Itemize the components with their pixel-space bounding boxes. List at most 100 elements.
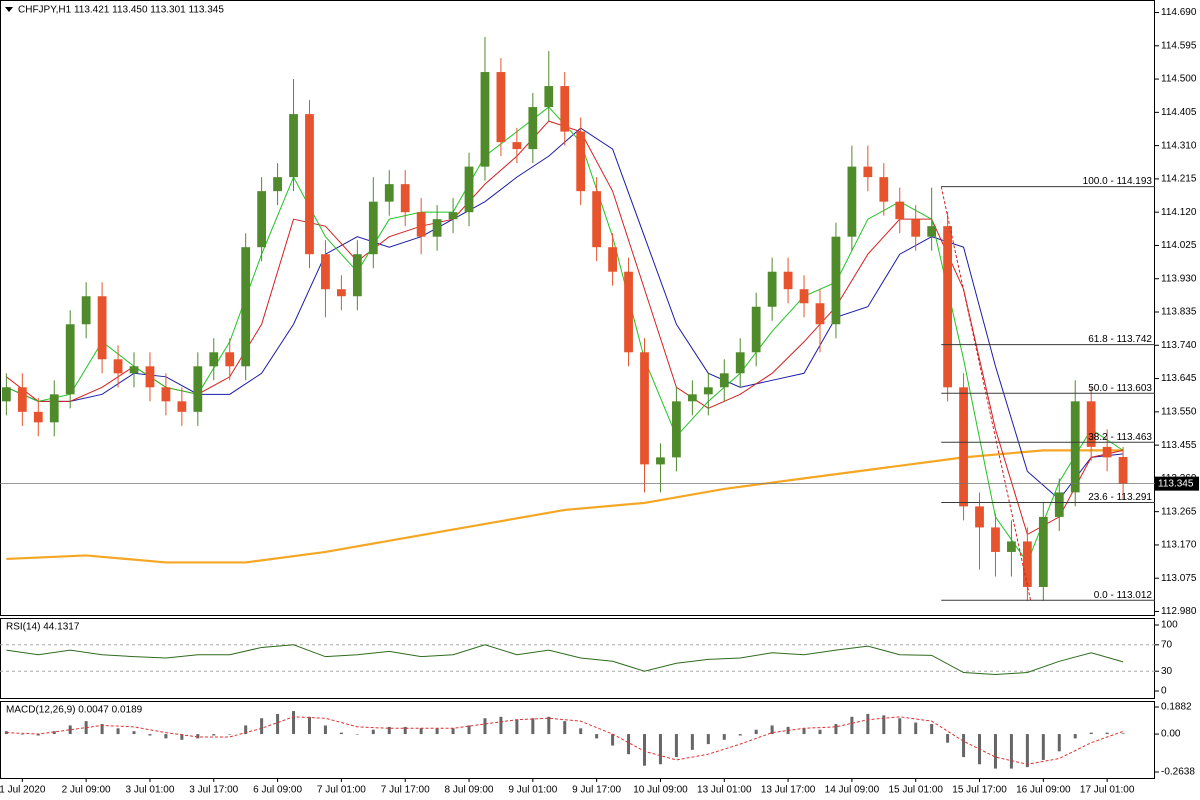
macd-bar xyxy=(371,729,375,735)
fib-label: 38.2 - 113.463 xyxy=(1088,432,1152,443)
candle-body xyxy=(991,527,1000,552)
candle-body xyxy=(1038,516,1048,587)
macd-bar xyxy=(196,734,200,739)
y-tick-label: 113.550 xyxy=(1161,406,1197,417)
candle-body xyxy=(719,373,729,388)
y-tick-label: 114.025 xyxy=(1161,240,1197,251)
price-panel xyxy=(0,0,1155,616)
candle-body xyxy=(512,142,522,150)
y-tick-label: 114.405 xyxy=(1161,107,1197,118)
candle-body xyxy=(81,296,91,325)
macd-bar xyxy=(467,725,471,735)
macd-bar xyxy=(595,734,599,739)
candle-body xyxy=(1054,492,1064,517)
fib-label: 23.6 - 113.291 xyxy=(1088,492,1152,503)
macd-bar xyxy=(547,716,551,735)
candle-body xyxy=(751,306,761,353)
y-tick-label: 70 xyxy=(1161,639,1173,650)
macd-bar xyxy=(36,734,40,736)
candle-body xyxy=(241,247,251,367)
price-tag-label: 113.345 xyxy=(1158,478,1194,489)
macd-bar xyxy=(515,719,519,735)
symbol-title: CHFJPY,H1 113.421 113.450 113.301 113.34… xyxy=(18,5,224,16)
candle-body xyxy=(177,401,187,412)
candle-body xyxy=(703,387,713,395)
x-tick-label: 2 Jul 09:00 xyxy=(62,785,111,796)
candle-body xyxy=(273,177,282,192)
rsi-title: RSI(14) 44.1317 xyxy=(6,622,80,633)
macd-bar xyxy=(738,734,742,736)
y-tick-label: 113.930 xyxy=(1161,273,1197,284)
macd-bar xyxy=(499,716,503,735)
candle-body xyxy=(337,289,346,297)
candle-body xyxy=(33,411,43,423)
candle-body xyxy=(831,236,841,325)
candle-body xyxy=(863,166,873,178)
x-tick-label: 15 Jul 01:00 xyxy=(888,785,943,796)
macd-panel xyxy=(0,701,1155,779)
macd-bar xyxy=(132,731,136,735)
candle-body xyxy=(592,191,602,248)
macd-bar xyxy=(706,734,710,745)
macd-bar xyxy=(276,713,280,735)
candle-body xyxy=(783,271,793,290)
x-tick-label: 13 Jul 01:00 xyxy=(697,785,752,796)
y-tick-label: 100 xyxy=(1161,620,1178,631)
x-tick-label: 6 Jul 09:00 xyxy=(253,785,302,796)
candle-body xyxy=(1022,541,1032,587)
macd-bar xyxy=(260,718,264,735)
macd-bar xyxy=(1057,734,1061,752)
x-tick-label: 13 Jul 17:00 xyxy=(761,785,816,796)
macd-bar xyxy=(403,726,407,735)
macd-bar xyxy=(627,734,631,755)
macd-bar xyxy=(1073,734,1077,739)
candle-body xyxy=(496,72,506,143)
macd-bar xyxy=(451,728,455,735)
candle-body xyxy=(97,296,107,360)
y-tick-label: 30 xyxy=(1161,666,1173,677)
y-tick-label: 113.455 xyxy=(1161,440,1197,451)
macd-bar xyxy=(818,729,822,735)
menu-arrow[interactable] xyxy=(5,7,13,12)
x-tick-label: 7 Jul 17:00 xyxy=(381,785,430,796)
candle-body xyxy=(448,212,458,220)
candle-body xyxy=(368,201,378,255)
candle-body xyxy=(815,303,825,325)
y-tick-label: 0.1882 xyxy=(1161,702,1192,713)
fib-label: 50.0 - 113.603 xyxy=(1088,383,1152,394)
macd-bar xyxy=(754,729,758,735)
macd-bar xyxy=(930,723,934,735)
candle-body xyxy=(735,352,745,374)
x-tick-label: 10 Jul 09:00 xyxy=(633,785,688,796)
macd-title: MACD(12,26,9) 0.0047 0.0189 xyxy=(6,705,143,716)
candle-body xyxy=(560,86,570,132)
candle-body xyxy=(1007,541,1016,552)
macd-bar xyxy=(164,734,168,739)
y-tick-label: -0.2638 xyxy=(1161,767,1195,778)
macd-bar xyxy=(914,722,918,735)
macd-bar xyxy=(802,728,806,735)
candle-body xyxy=(847,166,857,237)
y-tick-label: 114.595 xyxy=(1161,40,1197,51)
y-tick-label: 114.310 xyxy=(1161,140,1197,151)
candle-body xyxy=(975,506,984,528)
macd-bar xyxy=(52,731,56,735)
macd-bar xyxy=(1089,732,1093,735)
macd-bar xyxy=(1009,734,1013,769)
candle-body xyxy=(528,107,538,150)
plot-layer: 100.0 - 114.193 61.8 - 113.742 50.0 - 113.… xyxy=(0,37,1155,769)
candle-body xyxy=(400,184,410,213)
y-tick-label: 113.645 xyxy=(1161,373,1197,384)
candle-body xyxy=(352,254,362,297)
y-tick-label: 114.215 xyxy=(1161,174,1197,185)
macd-bar xyxy=(658,734,662,765)
fib-label: 0.0 - 113.012 xyxy=(1094,590,1153,601)
candle-body xyxy=(432,219,442,237)
macd-bar xyxy=(1105,732,1109,735)
candle-body xyxy=(225,352,235,367)
x-tick-label: 3 Jul 01:00 xyxy=(125,785,174,796)
candle-body xyxy=(1070,401,1080,493)
candle-body xyxy=(799,289,809,304)
